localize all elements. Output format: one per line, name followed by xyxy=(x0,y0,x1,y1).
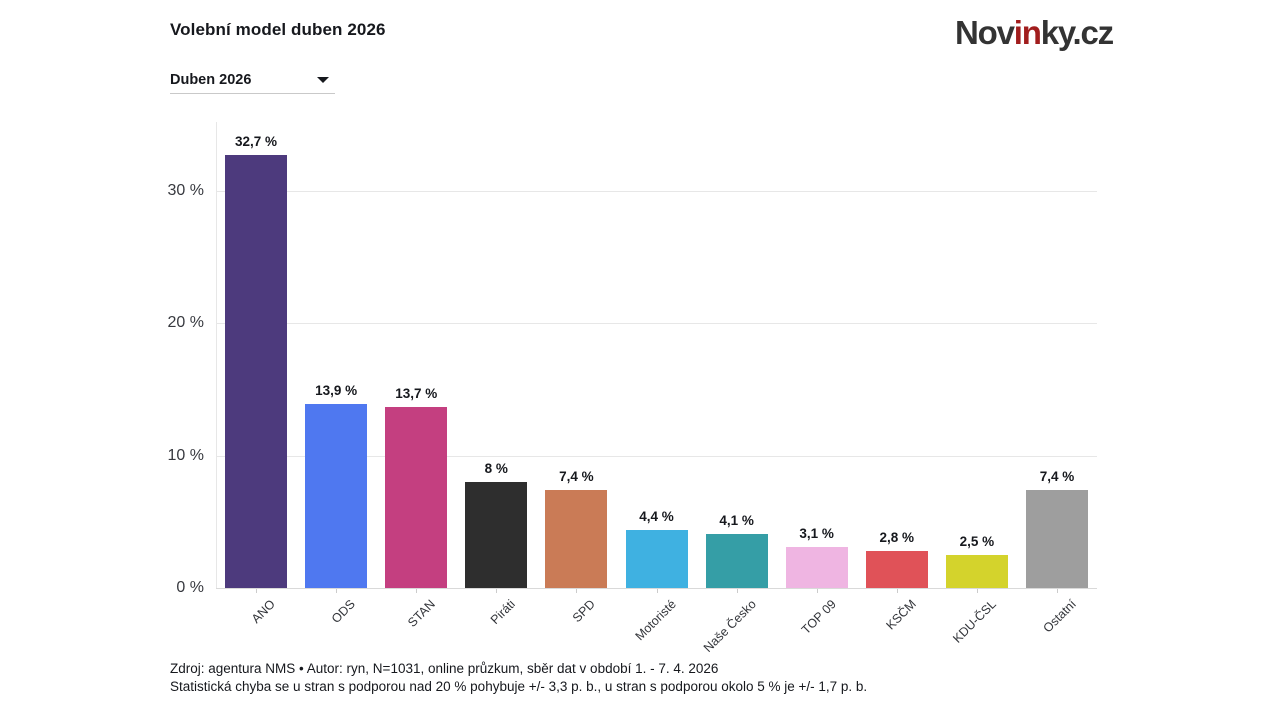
x-axis-tick xyxy=(1056,589,1058,593)
x-axis-tick xyxy=(816,589,818,593)
chart-footnote: Zdroj: agentura NMS • Autor: ryn, N=1031… xyxy=(170,660,867,695)
x-axis-label: Ostatní xyxy=(1040,597,1079,636)
bar-value-label: 4,4 % xyxy=(639,508,674,524)
bar-kdu-sl[interactable] xyxy=(945,554,1008,588)
bar-value-label: 2,8 % xyxy=(879,529,915,545)
bar-ks-m[interactable] xyxy=(865,550,928,588)
bar-value-label: 4,1 % xyxy=(719,512,754,528)
x-axis-tick xyxy=(576,589,578,593)
period-dropdown-value: Duben 2026 xyxy=(170,71,252,88)
bar-value-label: 32,7 % xyxy=(235,134,278,150)
gridline-20 xyxy=(216,323,1097,325)
x-axis-tick xyxy=(336,589,338,593)
bar-ano[interactable] xyxy=(225,155,288,588)
bar-stan[interactable] xyxy=(385,406,448,588)
bar-value-label: 2,5 % xyxy=(959,533,995,549)
bar-value-label: 3,1 % xyxy=(799,525,834,541)
bar-value-label: 13,9 % xyxy=(315,382,358,398)
x-axis-tick xyxy=(496,589,498,593)
y-axis-tick-label: 10 % xyxy=(167,446,204,464)
stat-error-line: Statistická chyba se u stran s podporou … xyxy=(170,678,868,694)
bar-ods[interactable] xyxy=(305,403,368,588)
chevron-down-icon xyxy=(317,76,329,83)
x-axis-tick xyxy=(896,589,898,593)
y-axis-tick-label: 20 % xyxy=(167,314,204,332)
y-axis-tick-label: 0 % xyxy=(176,579,204,596)
x-axis-tick xyxy=(656,589,658,593)
x-axis-tick xyxy=(416,589,418,593)
gridline-30 xyxy=(216,190,1097,192)
bar-value-label: 7,4 % xyxy=(559,469,594,485)
x-axis-line xyxy=(216,588,1097,589)
bar-na-e-esko[interactable] xyxy=(705,533,768,588)
page-title: Volební model duben 2026 xyxy=(170,20,386,39)
x-axis-tick xyxy=(736,589,738,593)
logo-text-accent: in xyxy=(1013,14,1042,51)
bar-value-label: 8 % xyxy=(484,461,508,477)
source-line: Zdroj: agentura NMS • Autor: ryn, N=1031… xyxy=(170,661,719,676)
bar-motorist-[interactable] xyxy=(625,529,688,588)
x-axis-tick xyxy=(256,589,258,593)
logo-text-1: Nov xyxy=(955,14,1015,51)
x-axis-label: KDU-ČSL xyxy=(950,597,999,646)
bar-pir-ti[interactable] xyxy=(465,482,528,588)
x-axis-tick xyxy=(976,589,978,593)
bar-spd[interactable] xyxy=(545,490,608,588)
y-axis-tick-label: 30 % xyxy=(167,181,204,199)
gridline-10 xyxy=(216,455,1097,457)
bar-ostatn-[interactable] xyxy=(1025,490,1088,588)
bar-value-label: 7,4 % xyxy=(1039,469,1075,485)
y-axis-line xyxy=(216,122,217,588)
bar-value-label: 13,7 % xyxy=(395,385,438,401)
bar-top-09[interactable] xyxy=(785,546,848,588)
logo-text-2: ky.cz xyxy=(1040,14,1114,51)
novinky-logo[interactable]: Novinky.cz xyxy=(955,14,1114,52)
period-dropdown[interactable]: Duben 2026 xyxy=(170,66,335,94)
